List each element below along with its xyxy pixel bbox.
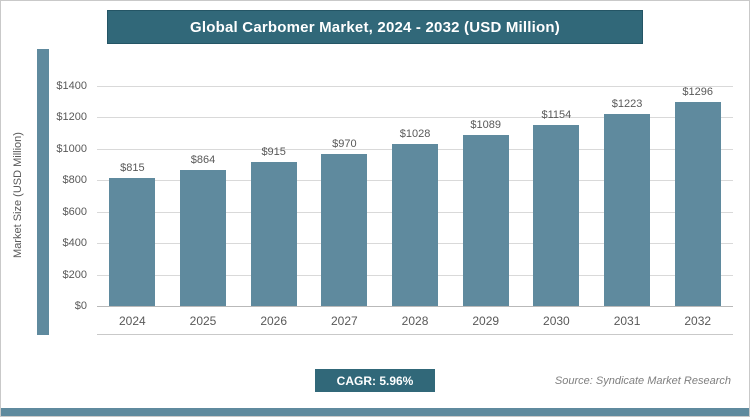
bar-value-label: $815	[120, 161, 145, 174]
cagr-label: CAGR: 5.96%	[336, 373, 414, 388]
bar[interactable]	[392, 144, 439, 306]
bar[interactable]	[533, 124, 580, 306]
y-tick-label: $200	[62, 268, 87, 281]
y-axis-title: Market Size (USD Million)	[12, 132, 24, 258]
bar-value-label: $1296	[682, 86, 713, 99]
y-tick-label: $800	[62, 174, 87, 187]
bar[interactable]	[674, 102, 721, 306]
bar-column: $1223	[592, 86, 663, 306]
y-tick-label: $400	[62, 237, 87, 250]
bar-column: $1296	[662, 86, 733, 306]
y-tick-label: $1400	[56, 80, 87, 92]
chart-title: Global Carbomer Market, 2024 - 2032 (USD…	[190, 18, 560, 36]
gridline	[97, 306, 733, 307]
bar-value-label: $1089	[470, 118, 501, 131]
y-tick-label: $0	[74, 300, 87, 312]
x-axis-label: 2024	[118, 314, 146, 328]
x-axis-label: 2028	[401, 314, 429, 328]
x-axis-label: 2029	[472, 314, 500, 328]
y-axis-ticks: $0 $200 $400 $600 $800 $1000 $1200 $1400	[49, 80, 93, 312]
bar[interactable]	[604, 113, 651, 306]
x-axis-label: 2027	[331, 314, 358, 328]
bar-column: $1154	[521, 86, 592, 306]
gridline	[97, 86, 733, 87]
bar-column: $815	[97, 86, 168, 306]
x-axis-label: 2025	[189, 314, 217, 328]
source-note: Source: Syndicate Market Research	[554, 375, 731, 387]
bar-column: $1089	[450, 86, 521, 306]
bottom-accent-strip	[1, 408, 749, 416]
bar[interactable]	[250, 162, 297, 306]
bar[interactable]	[109, 177, 156, 306]
left-accent-strip	[37, 49, 49, 335]
bar[interactable]	[180, 170, 226, 306]
bar[interactable]	[321, 153, 368, 306]
bar-column: $915	[238, 86, 309, 306]
x-axis-label: 2030	[543, 314, 570, 328]
bar-value-label: $864	[190, 154, 216, 167]
gridline	[97, 117, 733, 119]
bar-value-label: $1154	[541, 108, 572, 121]
bars: $815 $864 $915 $970 $1028 $1089 $1154 $1223 $129…	[97, 86, 733, 306]
bar-value-label: $970	[332, 137, 357, 150]
cagr-badge: CAGR: 5.96%	[315, 369, 435, 392]
x-axis-label: 2031	[613, 314, 641, 328]
y-tick-label: $600	[62, 205, 87, 218]
bar-column: $970	[309, 86, 380, 306]
y-tick-label: $1000	[56, 142, 87, 155]
x-axis-labels: 2024 2025 2026 2027 2028 2029 2030 2031 2032	[97, 306, 733, 335]
y-tick-label: $1200	[56, 111, 87, 124]
bar[interactable]	[462, 134, 509, 306]
bar-value-label: $915	[261, 146, 286, 159]
chart-title-bar: Global Carbomer Market, 2024 - 2032 (USD…	[107, 10, 643, 44]
bar-value-label: $1223	[611, 97, 643, 110]
bar-value-label: $1028	[399, 128, 431, 141]
x-axis-label: 2032	[684, 314, 712, 328]
plot-area: $815 $864 $915 $970 $1028 $1089 $1154 $1223 $129…	[97, 86, 733, 307]
bar-column: $1028	[380, 86, 451, 306]
bar-column: $864	[168, 86, 239, 306]
x-axis-label: 2026	[260, 314, 288, 328]
